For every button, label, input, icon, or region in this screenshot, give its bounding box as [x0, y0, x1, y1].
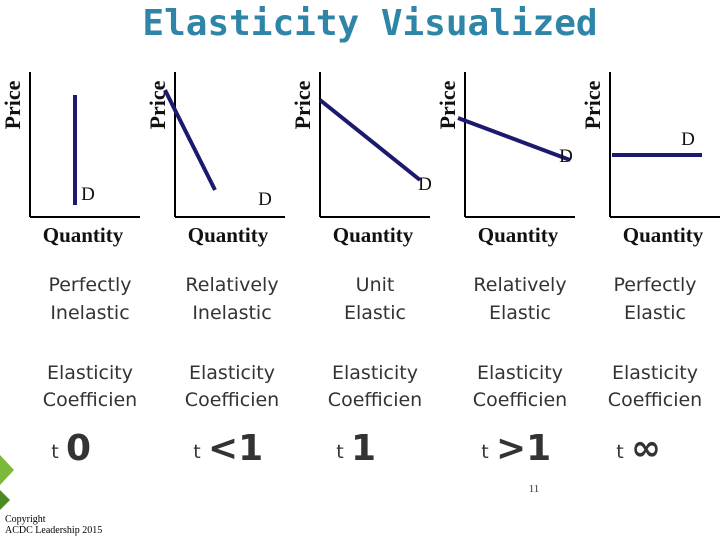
elasticity-type: Inelastic	[50, 302, 129, 324]
coefficient-label: Elasticity	[47, 362, 133, 384]
curve-label: D	[559, 146, 573, 167]
demand-curve	[318, 98, 422, 182]
coefficient-label: t	[481, 441, 488, 463]
title: Elasticity Visualized	[142, 3, 597, 44]
copyright: Copyright	[5, 514, 46, 525]
curve-label: D	[258, 189, 272, 210]
curve-label: D	[81, 184, 95, 205]
elasticity-type: Inelastic	[192, 302, 271, 324]
elasticity-type: Perfectly	[613, 274, 696, 296]
elasticity-type: Relatively	[473, 274, 566, 296]
x-axis-label: Quantity	[43, 223, 124, 247]
elasticity-type: Perfectly	[48, 274, 131, 296]
coefficient-label: Elasticity	[189, 362, 275, 384]
coefficient-label: t	[193, 441, 200, 463]
demand-curve	[163, 89, 217, 191]
coefficient-label: Elasticity	[612, 362, 698, 384]
coefficient-label: t	[616, 441, 623, 463]
coefficient-value: <1	[208, 428, 263, 469]
coefficient-label: t	[336, 441, 343, 463]
y-axis-label: Price	[0, 80, 25, 129]
coefficient-label: Coefficien	[608, 389, 702, 411]
y-axis-label: Price	[580, 80, 605, 129]
accent-arrow	[0, 490, 10, 510]
elasticity-type: Unit	[356, 274, 395, 296]
coefficient-label: Coefficien	[473, 389, 567, 411]
y-axis-label: Price	[290, 80, 315, 129]
demand-curve	[457, 116, 571, 162]
copyright: ACDC Leadership 2015	[5, 525, 102, 536]
coefficient-value: 0	[66, 428, 91, 469]
coefficient-value: 1	[351, 428, 376, 469]
x-axis-label: Quantity	[623, 223, 704, 247]
coefficient-label: Elasticity	[332, 362, 418, 384]
x-axis-label: Quantity	[333, 223, 414, 247]
coefficient-label: Coefficien	[43, 389, 137, 411]
page-number: 11	[529, 483, 540, 495]
elasticity-type: Relatively	[185, 274, 278, 296]
elasticity-type: Elastic	[344, 302, 406, 324]
coefficient-label: Coefficien	[328, 389, 422, 411]
y-axis-label: Price	[145, 80, 170, 129]
x-axis-label: Quantity	[478, 223, 559, 247]
elasticity-type: Elastic	[624, 302, 686, 324]
coefficient-value: ∞	[631, 428, 661, 469]
x-axis-label: Quantity	[188, 223, 269, 247]
curve-label: D	[681, 129, 695, 150]
y-axis-label: Price	[435, 80, 460, 129]
coefficient-label: t	[51, 441, 58, 463]
curve-label: D	[418, 174, 432, 195]
accent-arrow	[0, 455, 14, 485]
coefficient-label: Elasticity	[477, 362, 563, 384]
coefficient-label: Coefficien	[185, 389, 279, 411]
elasticity-type: Elastic	[489, 302, 551, 324]
coefficient-value: >1	[496, 428, 551, 469]
